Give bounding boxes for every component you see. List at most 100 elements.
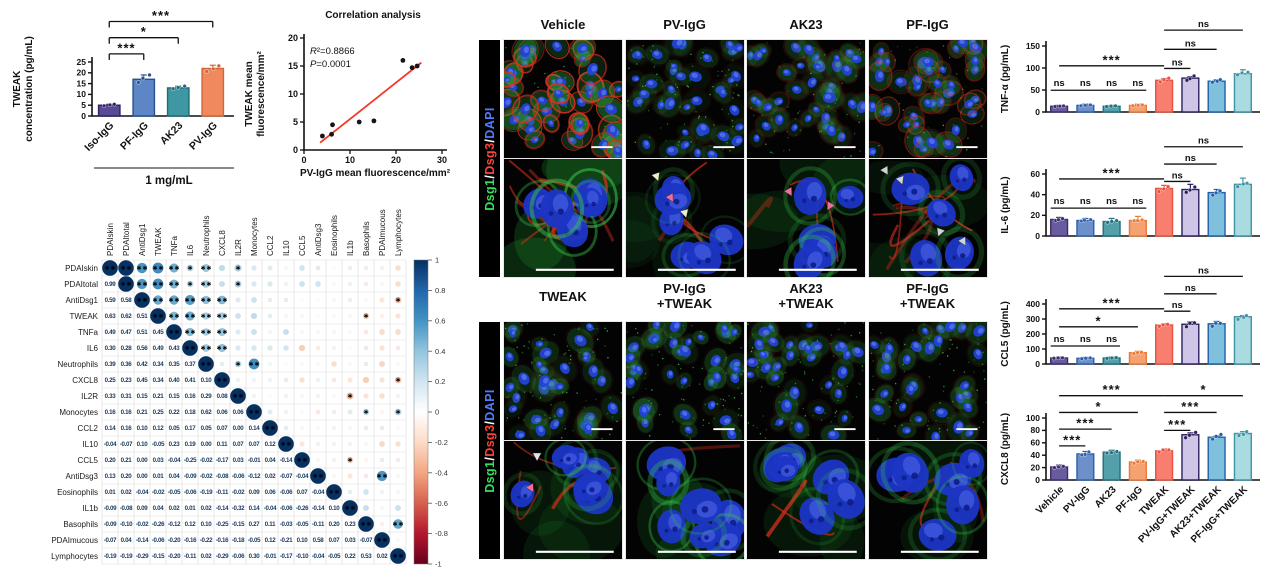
- green-speckle: [850, 334, 852, 337]
- membrane-outline: [688, 113, 719, 145]
- green-speckle: [683, 328, 685, 331]
- green-speckle: [539, 397, 542, 399]
- nucleus-highlight: [814, 107, 818, 111]
- correlation-value: -0.11: [184, 553, 197, 560]
- y-tick-label: 5: [81, 100, 86, 110]
- correlation-circle: [362, 376, 370, 384]
- column-label: CCL2: [266, 235, 275, 256]
- green-speckle: [532, 395, 534, 397]
- micrograph-image: [747, 159, 865, 277]
- green-speckle: [701, 367, 703, 370]
- green-speckle: [765, 428, 768, 431]
- nucleus-highlight: [852, 55, 859, 61]
- membrane-outline: [576, 346, 597, 364]
- green-speckle: [696, 137, 698, 139]
- arrowhead-marker: [827, 200, 836, 211]
- nucleus-highlight: [796, 423, 802, 429]
- scale-bar: [535, 550, 614, 553]
- data-point-dot: [1210, 80, 1215, 85]
- stars-label: *: [1200, 382, 1206, 397]
- green-speckle: [647, 400, 650, 402]
- y-tick-label: 300: [1026, 314, 1040, 324]
- green-speckle: [797, 112, 799, 114]
- membrane-outline: [674, 371, 693, 391]
- nucleus-highlight: [511, 407, 517, 411]
- micrograph-image: [868, 322, 987, 440]
- membrane-outline: [801, 333, 832, 360]
- y-tick-label: 25: [77, 57, 87, 67]
- nucleus-highlight: [814, 344, 821, 350]
- green-speckle: [627, 104, 629, 106]
- green-speckle: [893, 425, 896, 427]
- nucleus-highlight: [576, 336, 583, 342]
- correlation-value: 0.02: [121, 489, 133, 496]
- green-speckle: [859, 150, 861, 152]
- membrane-outline: [941, 74, 961, 96]
- data-point-dot: [1061, 103, 1066, 109]
- correlation-circle: [379, 377, 385, 383]
- panel-tweak-concentration-chart: 0 5 10 15 20 25 TWEAK concentration (pg/mL) *** *…: [8, 4, 238, 259]
- membrane-outline: [806, 398, 832, 422]
- nucleolus: [784, 468, 790, 474]
- membrane-outline: [929, 90, 951, 115]
- correlation-value: -0.20: [168, 537, 181, 544]
- y-axis-title: IL-6 (pg/mL): [1000, 176, 1011, 233]
- green-speckle: [862, 322, 864, 324]
- green-speckle: [505, 47, 507, 49]
- nucleus-highlight: [737, 125, 743, 130]
- membrane-outline: [965, 341, 987, 368]
- nucleus-highlight: [837, 482, 856, 503]
- nucleus-highlight: [793, 86, 799, 91]
- membrane-strand: [888, 191, 903, 260]
- green-speckle: [609, 433, 611, 436]
- correlation-circle: [395, 345, 401, 351]
- correlation-value: 0.06: [265, 489, 277, 496]
- correlation-circle: [332, 330, 336, 334]
- green-speckle: [723, 408, 726, 410]
- membrane-outline: [828, 381, 849, 406]
- correlation-value: -0.09: [104, 505, 117, 512]
- significance-stars: ∗∗: [200, 265, 212, 272]
- correlation-circle: [348, 346, 352, 350]
- correlation-value: -0.29: [136, 553, 149, 560]
- correlation-value: 0.40: [169, 377, 181, 384]
- row-label: AntiDsg3: [66, 472, 99, 481]
- correlation-circle: [362, 408, 370, 416]
- nucleus-highlight: [727, 41, 732, 47]
- stars-label: ***: [1103, 165, 1121, 180]
- correlation-circle: [396, 394, 400, 398]
- nucleus-highlight: [874, 405, 880, 411]
- data-point-dot: [1113, 103, 1118, 109]
- green-speckle: [736, 333, 738, 335]
- green-speckle: [909, 346, 911, 348]
- membrane-outline: [874, 355, 898, 382]
- green-speckle: [597, 338, 599, 341]
- green-speckle: [803, 56, 805, 58]
- green-speckle: [563, 401, 565, 403]
- green-speckle: [636, 332, 638, 334]
- membrane-outline: [754, 42, 773, 59]
- cytoplasm-ring: [760, 446, 808, 491]
- green-speckle: [799, 361, 802, 363]
- nucleus-highlight: [667, 147, 674, 153]
- correlation-circle: [283, 345, 289, 351]
- correlation-value: -0.05: [248, 537, 261, 544]
- data-point-dot: [1157, 449, 1162, 455]
- green-speckle: [813, 47, 815, 49]
- green-speckle: [914, 74, 917, 76]
- treatment-header: AK23 +TWEAK: [778, 281, 834, 311]
- correlation-circle: [251, 265, 257, 271]
- data-point-dot: [1109, 355, 1114, 361]
- data-point-dot: [1214, 434, 1219, 439]
- green-speckle: [925, 51, 927, 53]
- green-speckle: [853, 132, 856, 135]
- data-point-dot: [1156, 189, 1161, 194]
- green-speckle: [927, 420, 929, 422]
- green-speckle: [831, 122, 833, 125]
- column-label: Basophils: [362, 221, 371, 256]
- green-speckle: [735, 84, 737, 86]
- data-point-dot: [1244, 429, 1249, 434]
- data-point-dot: [1135, 459, 1140, 464]
- nucleolus: [951, 255, 956, 260]
- green-speckle: [553, 378, 556, 381]
